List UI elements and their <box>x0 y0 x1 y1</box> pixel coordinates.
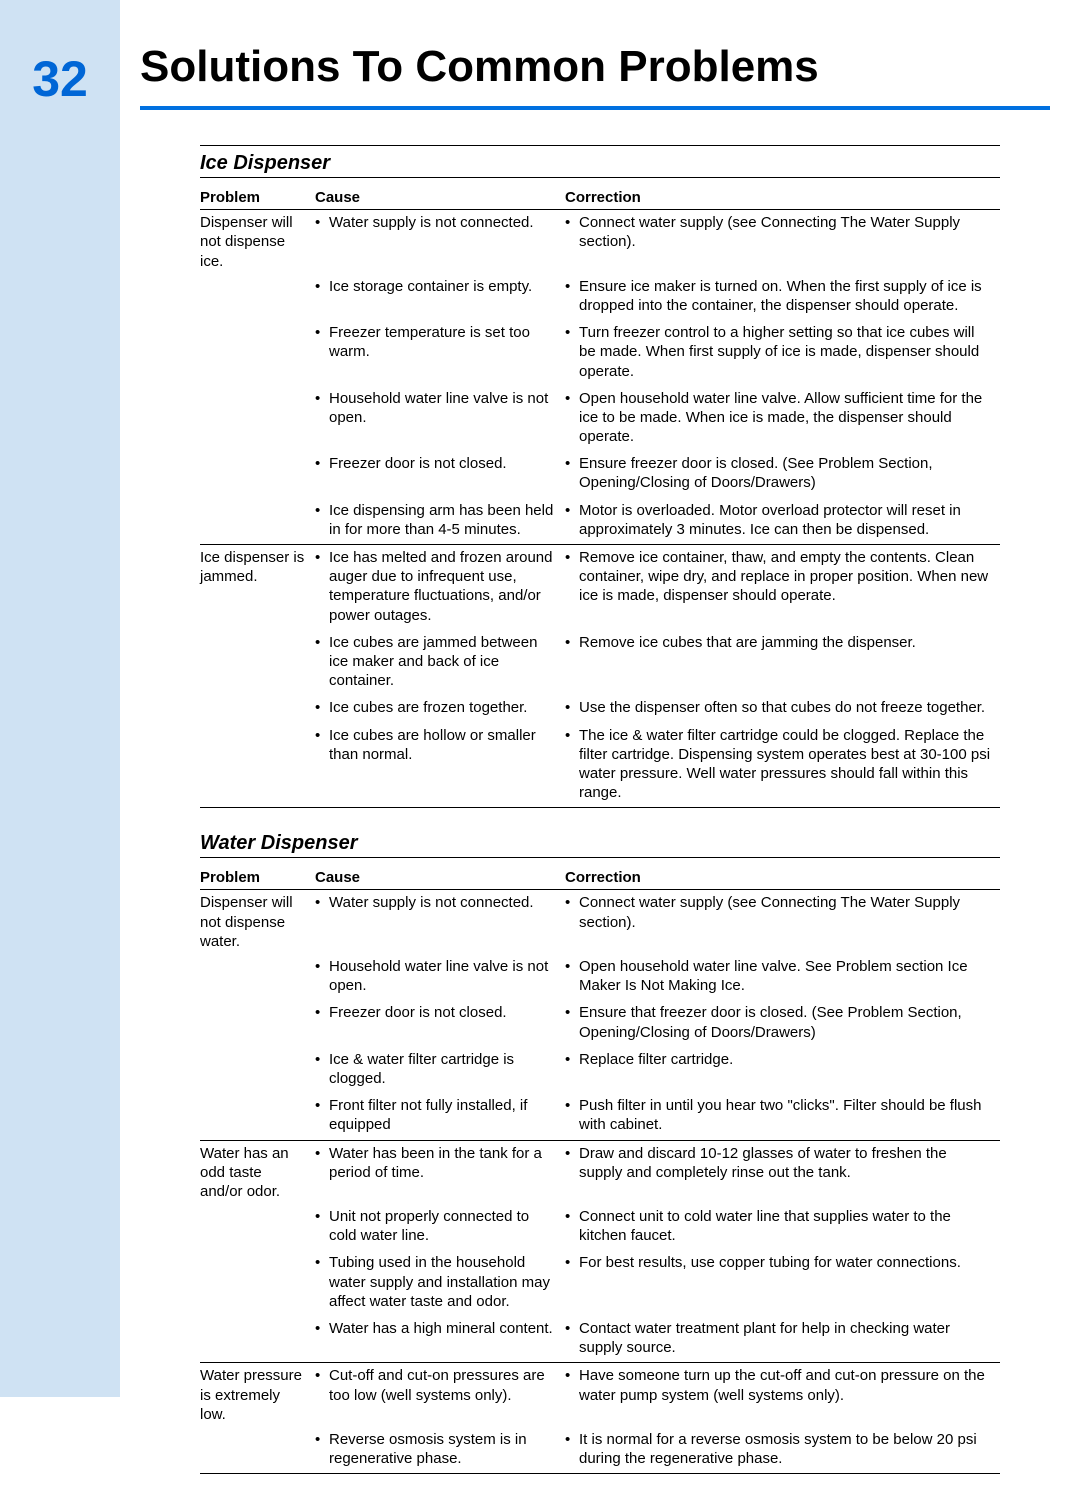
problem-cell <box>200 451 315 497</box>
cause-cell: Water has been in the tank for a period … <box>315 1140 565 1204</box>
page-number: 32 <box>32 51 88 107</box>
correction-cell: Connect unit to cold water line that sup… <box>565 1204 1000 1250</box>
problem-cell <box>200 320 315 386</box>
correction-cell: Replace filter cartridge. <box>565 1047 1000 1093</box>
correction-cell: Connect water supply (see Connecting The… <box>565 210 1000 274</box>
cause-cell: Ice storage container is empty. <box>315 274 565 320</box>
problem-cell <box>200 1000 315 1046</box>
correction-cell: It is normal for a reverse osmosis syste… <box>565 1427 1000 1474</box>
content-area: Ice DispenserProblemCauseCorrectionDispe… <box>200 145 1000 1498</box>
cause-cell: Cut-off and cut-on pressures are too low… <box>315 1363 565 1427</box>
correction-cell: For best results, use copper tubing for … <box>565 1250 1000 1316</box>
correction-cell: Remove ice cubes that are jamming the di… <box>565 630 1000 696</box>
correction-cell: Ensure ice maker is turned on. When the … <box>565 274 1000 320</box>
cause-cell: Ice cubes are frozen together. <box>315 695 565 722</box>
problem-cell <box>200 630 315 696</box>
problem-cell <box>200 695 315 722</box>
correction-cell: Open household water line valve. See Pro… <box>565 954 1000 1000</box>
problem-cell <box>200 1047 315 1093</box>
cause-cell: Unit not properly connected to cold wate… <box>315 1204 565 1250</box>
correction-cell: The ice & water filter cartridge could b… <box>565 723 1000 808</box>
correction-cell: Have someone turn up the cut-off and cut… <box>565 1363 1000 1427</box>
cause-cell: Tubing used in the household water suppl… <box>315 1250 565 1316</box>
problem-cell <box>200 498 315 545</box>
section-title: Water Dispenser <box>200 832 1000 858</box>
problem-cell: Ice dispenser is jammed. <box>200 545 315 630</box>
correction-cell: Use the dispenser often so that cubes do… <box>565 695 1000 722</box>
col-header-correction: Correction <box>565 866 1000 890</box>
col-header-cause: Cause <box>315 866 565 890</box>
correction-cell: Remove ice container, thaw, and empty th… <box>565 545 1000 630</box>
cause-cell: Ice cubes are jammed between ice maker a… <box>315 630 565 696</box>
problem-cell: Dispenser will not dispense water. <box>200 890 315 954</box>
side-band <box>0 0 120 1397</box>
correction-cell: Connect water supply (see Connecting The… <box>565 890 1000 954</box>
cause-cell: Freezer door is not closed. <box>315 1000 565 1046</box>
correction-cell: Push filter in until you hear two "click… <box>565 1093 1000 1140</box>
problem-cell: Dispenser will not dispense ice. <box>200 210 315 274</box>
problem-cell <box>200 1204 315 1250</box>
cause-cell: Household water line valve is not open. <box>315 954 565 1000</box>
troubleshoot-table: ProblemCauseCorrection Dispenser will not… <box>200 186 1000 808</box>
correction-cell: Open household water line valve. Allow s… <box>565 386 1000 452</box>
col-header-problem: Problem <box>200 866 315 890</box>
problem-cell <box>200 1316 315 1363</box>
problem-cell <box>200 723 315 808</box>
header-rule <box>140 106 1050 110</box>
correction-cell: Ensure freezer door is closed. (See Prob… <box>565 451 1000 497</box>
cause-cell: Water supply is not connected. <box>315 890 565 954</box>
cause-cell: Ice cubes are hollow or smaller than nor… <box>315 723 565 808</box>
problem-cell <box>200 1250 315 1316</box>
problem-cell <box>200 1093 315 1140</box>
cause-cell: Freezer door is not closed. <box>315 451 565 497</box>
cause-cell: Ice & water filter cartridge is clogged. <box>315 1047 565 1093</box>
correction-cell: Ensure that freezer door is closed. (See… <box>565 1000 1000 1046</box>
troubleshoot-table: ProblemCauseCorrection Dispenser will not… <box>200 866 1000 1474</box>
cause-cell: Household water line valve is not open. <box>315 386 565 452</box>
page-title: Solutions To Common Problems <box>140 42 1050 92</box>
col-header-correction: Correction <box>565 186 1000 210</box>
cause-cell: Front filter not fully installed, if equ… <box>315 1093 565 1140</box>
cause-cell: Water supply is not connected. <box>315 210 565 274</box>
cause-cell: Water has a high mineral content. <box>315 1316 565 1363</box>
correction-cell: Draw and discard 10-12 glasses of water … <box>565 1140 1000 1204</box>
correction-cell: Turn freezer control to a higher setting… <box>565 320 1000 386</box>
page-header: Solutions To Common Problems <box>140 42 1050 92</box>
problem-cell <box>200 386 315 452</box>
problem-cell <box>200 954 315 1000</box>
correction-cell: Motor is overloaded. Motor overload prot… <box>565 498 1000 545</box>
cause-cell: Freezer temperature is set too warm. <box>315 320 565 386</box>
problem-cell: Water has an odd taste and/or odor. <box>200 1140 315 1204</box>
col-header-problem: Problem <box>200 186 315 210</box>
problem-cell: Water pressure is extremely low. <box>200 1363 315 1427</box>
problem-cell <box>200 1427 315 1474</box>
col-header-cause: Cause <box>315 186 565 210</box>
cause-cell: Ice dispensing arm has been held in for … <box>315 498 565 545</box>
top-rule <box>200 145 1000 146</box>
cause-cell: Ice has melted and frozen around auger d… <box>315 545 565 630</box>
cause-cell: Reverse osmosis system is in regenerativ… <box>315 1427 565 1474</box>
correction-cell: Contact water treatment plant for help i… <box>565 1316 1000 1363</box>
problem-cell <box>200 274 315 320</box>
page-number-box: 32 <box>0 50 120 108</box>
section-title: Ice Dispenser <box>200 152 1000 178</box>
